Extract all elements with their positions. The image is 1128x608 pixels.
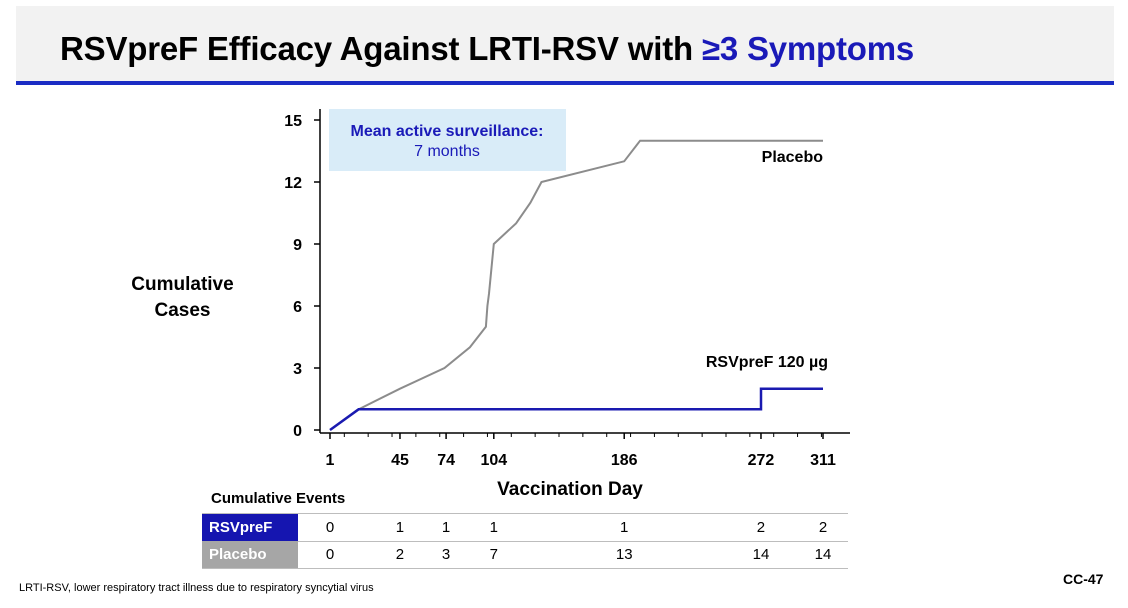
y-tick-label: 3: [293, 361, 302, 378]
x-axis-title: Vaccination Day: [497, 479, 643, 500]
risk-cell: 7: [489, 546, 498, 563]
risk-row-label: RSVpreF: [202, 514, 298, 541]
risk-cell: 2: [756, 519, 766, 536]
risk-cell: 13: [615, 546, 633, 563]
risk-cell: 3: [441, 546, 451, 563]
title-bar: [16, 6, 1114, 81]
annotation-line2: 7 months: [414, 143, 480, 160]
slide-title-main: RSVpreF Efficacy Against LRTI-RSV with: [60, 30, 702, 67]
x-tick-label: 104: [480, 452, 507, 469]
risk-cell: 1: [620, 519, 629, 536]
rsvpref-series-label: RSVpreF 120 µg: [706, 354, 828, 371]
risk-cell: 1: [395, 519, 405, 536]
y-axis-title-line1: Cumulative: [131, 274, 234, 295]
risk-cell: 1: [441, 519, 451, 536]
x-tick-label: 74: [437, 452, 455, 469]
annotation-box: [329, 109, 566, 171]
slide-title-highlight: ≥3 Symptoms: [701, 30, 915, 67]
risk-row-rsvpref: RSVpreF 0 1 1 1 1 2 2: [202, 513, 848, 542]
annotation-line1: Mean active surveillance:: [351, 123, 544, 140]
y-tick-label: 0: [293, 423, 302, 440]
risk-cell: 2: [818, 519, 828, 536]
x-tick-label: 311: [810, 452, 836, 469]
footnote: LRTI-RSV, lower respiratory tract illnes…: [19, 582, 374, 594]
x-tick-label: 1: [326, 452, 335, 469]
risk-table: RSVpreF 0 1 1 1 1 2 2 Placebo 0 2 3 7 13 14 14: [202, 513, 848, 569]
y-tick-label: 15: [284, 113, 302, 130]
risk-cell: 1: [489, 519, 498, 536]
risk-cell: 14: [752, 546, 770, 563]
x-tick-label: 45: [391, 452, 409, 469]
risk-cell: 0: [325, 546, 335, 563]
y-axis-title-line2: Cases: [154, 300, 211, 321]
risk-cell: 2: [395, 546, 405, 563]
y-axis-title: Cumulative Cases: [100, 272, 265, 324]
placebo-line: [329, 139, 823, 431]
risk-cell: 0: [325, 519, 335, 536]
risk-row-label: Placebo: [202, 541, 298, 568]
slide-title: RSVpreF Efficacy Against LRTI-RSV with ≥…: [60, 30, 914, 68]
x-tick-label: 186: [611, 452, 638, 469]
title-rule: [16, 81, 1114, 85]
y-tick-label: 6: [293, 299, 302, 316]
rsvpref-line: [329, 387, 823, 432]
y-tick-label: 9: [293, 237, 302, 254]
risk-cell: 14: [814, 546, 832, 563]
x-tick-label: 272: [748, 452, 775, 469]
placebo-series-label: Placebo: [762, 149, 824, 166]
slide-code: CC-47: [1063, 571, 1104, 587]
risk-table-title: Cumulative Events: [211, 490, 346, 507]
risk-row-placebo: Placebo 0 2 3 7 13 14 14: [202, 541, 848, 569]
y-tick-label: 12: [284, 175, 302, 192]
